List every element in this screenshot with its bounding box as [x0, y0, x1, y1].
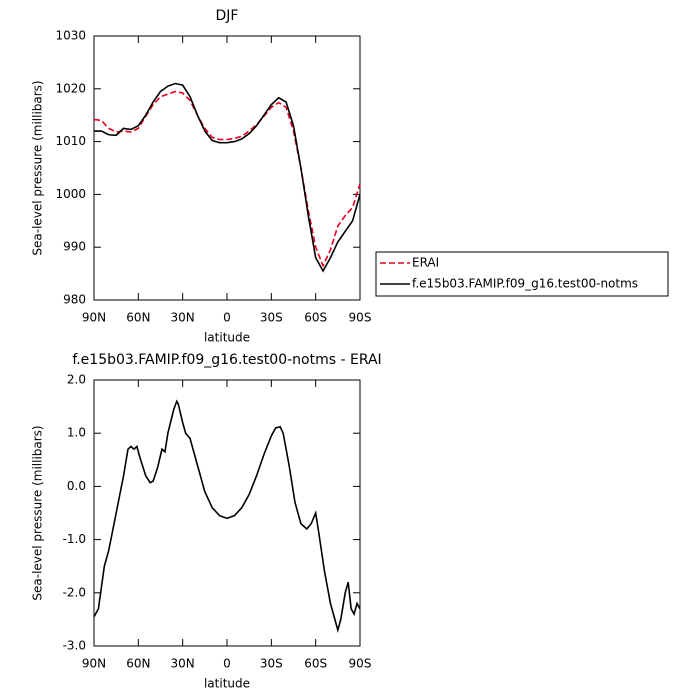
x-axis-label: latitude	[204, 331, 250, 345]
x-tick-label: 90N	[82, 657, 106, 671]
x-tick-label: 90S	[349, 657, 372, 671]
y-tick-label: 1000	[55, 187, 86, 201]
data-line	[93, 399, 361, 634]
x-tick-label: 60S	[304, 657, 327, 671]
x-tick-label: 30S	[260, 311, 283, 325]
x-tick-label: 60N	[126, 311, 150, 325]
chart-title: DJF	[216, 8, 239, 24]
legend-label: ERAI	[412, 256, 439, 270]
x-tick-label: 0	[223, 311, 231, 325]
y-tick-label: 1030	[55, 29, 86, 43]
x-tick-label: 30N	[171, 311, 195, 325]
x-tick-label: 30S	[260, 657, 283, 671]
data-line	[94, 82, 361, 273]
legend-box	[375, 251, 669, 297]
plot-frame	[93, 379, 361, 647]
y-tick-label: 1020	[55, 81, 86, 95]
chart-title: f.e15b03.FAMIP.f09_g16.test00-notms - ER…	[72, 352, 381, 368]
y-tick-label: 990	[63, 240, 86, 254]
y-tick-label: 1010	[55, 134, 86, 148]
y-tick-label: 1.0	[67, 426, 86, 440]
y-tick-label: 0.0	[67, 479, 86, 493]
data-line	[93, 90, 361, 268]
y-tick-label: -3.0	[63, 639, 86, 653]
x-tick-label: 60N	[126, 657, 150, 671]
x-axis-label: latitude	[204, 677, 250, 691]
x-tick-label: 90S	[349, 311, 372, 325]
x-tick-label: 30N	[171, 657, 195, 671]
plot-frame	[93, 35, 361, 301]
y-tick-label: -1.0	[63, 532, 86, 546]
x-tick-label: 60S	[304, 311, 327, 325]
y-tick-label: 980	[63, 293, 86, 307]
y-axis-label: Sea-level pressure (millibars)	[31, 80, 45, 255]
x-tick-label: 0	[223, 657, 231, 671]
y-tick-label: -2.0	[63, 585, 86, 599]
legend-label: f.e15b03.FAMIP.f09_g16.test00-notms	[412, 277, 638, 291]
x-tick-label: 90N	[82, 311, 106, 325]
y-tick-label: 2.0	[67, 373, 86, 387]
y-axis-label: Sea-level pressure (millibars)	[31, 425, 45, 600]
